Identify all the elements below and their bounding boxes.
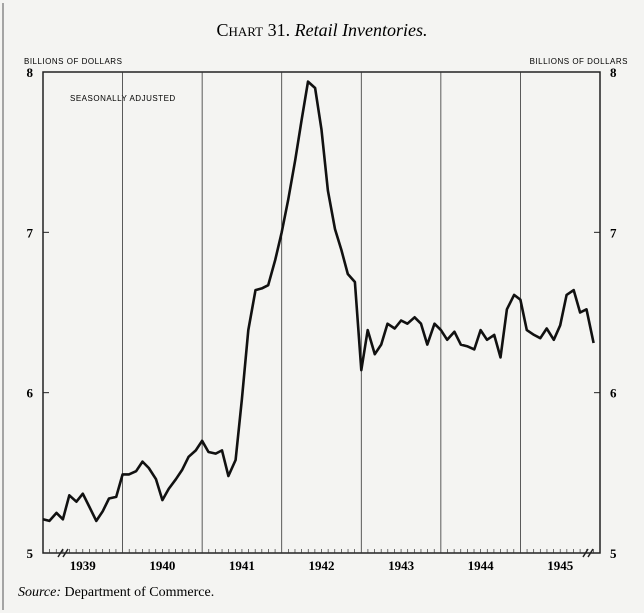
x-tick-label: 1941 <box>229 558 255 573</box>
x-tick-label: 1942 <box>309 558 335 573</box>
source-text: Department of Commerce. <box>65 585 215 600</box>
chart-label: Chart 31. <box>216 20 290 40</box>
data-line <box>42 80 595 523</box>
y-tick-label: 5 <box>27 546 34 561</box>
y-tick-label: 7 <box>27 225 34 240</box>
y-tick-label-right: 6 <box>610 386 617 401</box>
source-label: Source: <box>18 585 61 600</box>
x-tick-label: 1943 <box>388 558 415 573</box>
source: Source: Department of Commerce. <box>18 585 214 600</box>
y-tick-label: 8 <box>27 65 34 80</box>
x-tick-label: 1939 <box>70 558 97 573</box>
y-tick-label-right: 8 <box>610 65 617 80</box>
axis-break <box>57 548 69 558</box>
y-tick-label: 6 <box>27 386 34 401</box>
x-tick-label: 1945 <box>547 558 574 573</box>
y-tick-label-right: 5 <box>610 546 617 561</box>
chart-title-text: Retail Inventories. <box>294 20 428 40</box>
x-tick-label: 1944 <box>468 558 495 573</box>
y-axis-label-right: BILLIONS OF DOLLARS <box>530 57 628 66</box>
chart-title: Chart 31. Retail Inventories. <box>216 20 427 40</box>
x-tick-label: 1940 <box>149 558 175 573</box>
axis-break <box>582 548 594 558</box>
y-tick-label-right: 7 <box>610 225 617 240</box>
y-axis-label: BILLIONS OF DOLLARS <box>24 57 122 66</box>
